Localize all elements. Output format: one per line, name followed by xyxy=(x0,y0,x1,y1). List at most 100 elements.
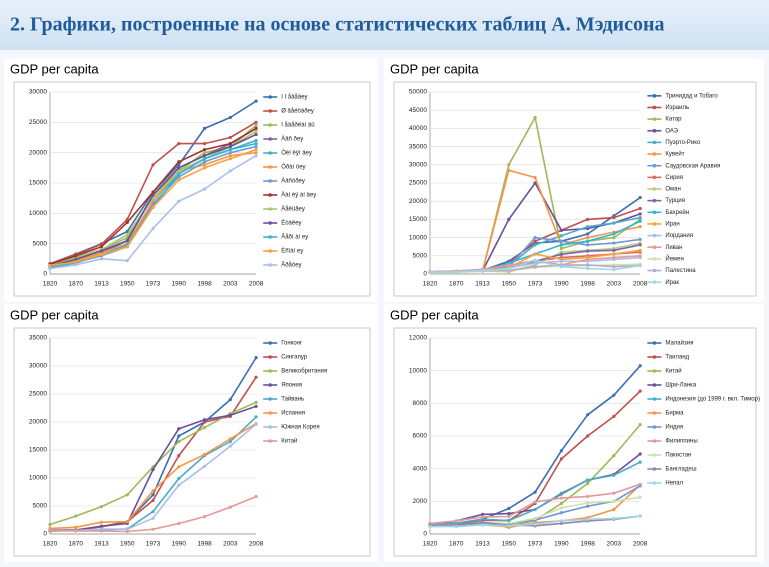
legend-marker xyxy=(268,235,273,239)
data-point xyxy=(99,524,104,528)
data-point xyxy=(559,501,563,506)
legend-label: Китай xyxy=(281,438,297,445)
data-point xyxy=(533,507,537,512)
legend-marker xyxy=(652,152,657,156)
data-point xyxy=(177,141,181,146)
y-tick-label: 5000 xyxy=(33,240,48,247)
data-point xyxy=(254,126,258,130)
x-tick-label: 1998 xyxy=(197,541,212,548)
data-point xyxy=(177,427,181,431)
data-point xyxy=(48,263,52,268)
data-point xyxy=(202,126,207,130)
legend-label: Япония xyxy=(281,383,302,389)
data-point xyxy=(586,263,590,267)
legend-marker xyxy=(652,397,657,401)
legend-marker xyxy=(652,198,657,203)
data-point xyxy=(202,141,207,146)
legend-marker xyxy=(652,117,657,121)
legend-label: Оман xyxy=(665,187,680,193)
data-point xyxy=(125,493,129,497)
data-point xyxy=(177,169,181,173)
data-point xyxy=(177,199,181,203)
data-point xyxy=(177,454,181,458)
x-tick-label: 2003 xyxy=(607,281,622,288)
legend-marker xyxy=(268,221,273,225)
data-point xyxy=(586,434,590,438)
x-tick-label: 2008 xyxy=(633,541,648,548)
y-tick-label: 30000 xyxy=(409,162,427,169)
legend-marker xyxy=(652,453,657,457)
legend-label: Малайзия xyxy=(665,340,693,347)
data-point xyxy=(586,478,590,482)
data-point xyxy=(254,99,258,103)
data-point xyxy=(612,454,616,458)
data-point xyxy=(99,529,104,533)
data-point xyxy=(559,519,563,523)
data-point xyxy=(228,413,232,417)
legend-label: Сингапур xyxy=(281,355,308,361)
data-point xyxy=(507,519,511,523)
legend-marker xyxy=(268,397,273,401)
legend-marker xyxy=(268,411,273,415)
data-point xyxy=(228,437,232,441)
data-point xyxy=(177,172,181,176)
legend-marker xyxy=(652,105,657,110)
x-tick-label: 1950 xyxy=(502,541,517,548)
legend-label: Катар xyxy=(665,117,682,123)
data-point xyxy=(612,236,616,240)
legend-marker xyxy=(652,411,657,415)
data-point xyxy=(254,132,258,137)
data-point xyxy=(480,523,485,527)
legend-marker xyxy=(652,245,657,250)
data-point xyxy=(533,252,537,256)
data-point xyxy=(533,258,537,262)
data-point xyxy=(533,239,537,243)
x-tick-label: 2008 xyxy=(249,281,264,288)
data-point xyxy=(586,249,590,253)
y-tick-label: 30000 xyxy=(29,89,47,96)
data-point xyxy=(586,413,590,417)
data-point xyxy=(612,491,616,495)
legend-label: Непал xyxy=(665,481,683,487)
data-point xyxy=(586,481,590,485)
y-tick-label: 15000 xyxy=(409,216,427,223)
legend-label: Иран xyxy=(665,222,679,228)
data-point xyxy=(202,166,207,170)
data-point xyxy=(151,493,155,497)
data-point xyxy=(533,175,537,180)
data-point xyxy=(48,522,52,527)
data-point xyxy=(228,440,232,444)
legend-label: Ãåðì àí ey xyxy=(281,234,308,241)
legend-label: Гонконг xyxy=(281,341,303,347)
data-point xyxy=(151,527,155,531)
data-point xyxy=(254,375,258,379)
y-tick-label: 15000 xyxy=(29,447,47,454)
legend-marker xyxy=(652,140,657,145)
legend-label: Филиппины xyxy=(665,439,697,445)
legend-label: Àâñ ðey xyxy=(281,136,303,143)
legend-marker xyxy=(268,425,273,429)
data-point xyxy=(612,248,616,252)
data-point xyxy=(533,261,537,265)
y-tick-label: 15000 xyxy=(29,180,47,187)
data-point xyxy=(254,129,258,134)
data-point xyxy=(586,257,590,262)
data-point xyxy=(559,506,563,510)
data-point xyxy=(586,266,590,271)
legend-label: Ливан xyxy=(665,245,682,251)
legend-label: ОАЭ xyxy=(665,128,678,134)
data-point xyxy=(151,468,155,472)
data-point xyxy=(125,220,129,225)
legend-marker xyxy=(652,439,657,443)
y-tick-label: 40000 xyxy=(409,125,427,132)
y-tick-label: 5000 xyxy=(33,503,48,510)
data-point xyxy=(202,163,207,167)
data-point xyxy=(254,400,258,404)
data-point xyxy=(559,491,563,495)
legend-marker xyxy=(652,94,657,98)
data-point xyxy=(586,217,590,221)
data-point xyxy=(177,440,181,444)
data-point xyxy=(559,246,563,251)
data-point xyxy=(533,181,537,185)
data-point xyxy=(202,187,207,191)
